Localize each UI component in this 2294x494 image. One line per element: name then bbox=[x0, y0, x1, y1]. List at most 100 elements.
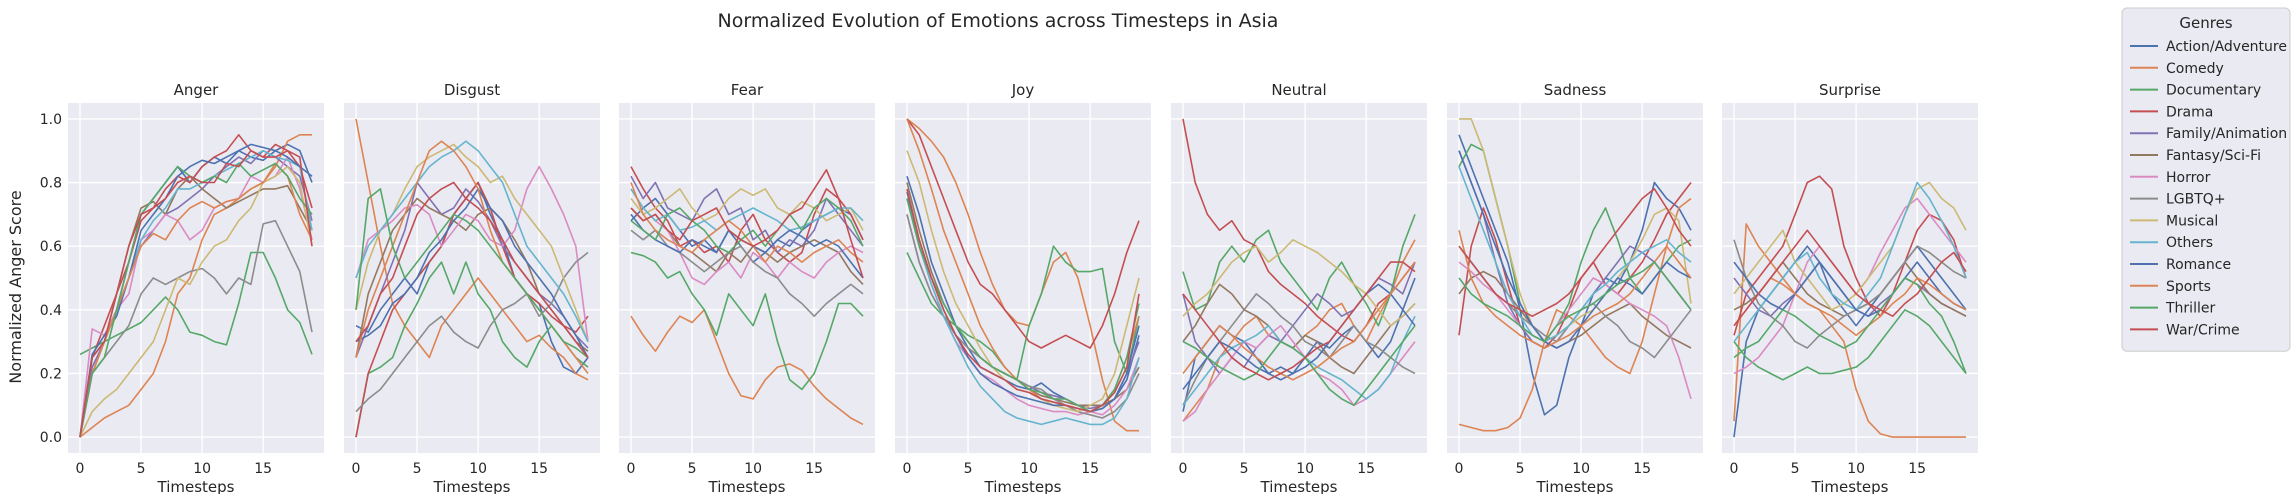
x-tick-label: 5 bbox=[964, 461, 973, 477]
x-tick-label: 15 bbox=[530, 461, 548, 477]
series-line-thriller bbox=[355, 188, 589, 359]
series-line-romance bbox=[79, 143, 313, 438]
series-line-thriller bbox=[1182, 325, 1416, 407]
x-tick-label: 15 bbox=[1633, 461, 1651, 477]
x-tick-label: 0 bbox=[627, 461, 636, 477]
x-tick-label: 10 bbox=[469, 461, 487, 477]
series-line-comedy bbox=[906, 118, 1139, 432]
series-line-family-animation bbox=[630, 175, 864, 254]
subplot-joy: 0 5 10 15 Joy Timesteps bbox=[895, 81, 1151, 494]
subplot-anger: 0 5 10 15 0.0 0.2 0.4 0.6 0.8 1.0 Anger Timesteps bbox=[40, 81, 324, 494]
x-tick-label: 10 bbox=[1572, 461, 1590, 477]
subplot-title: Anger bbox=[174, 81, 220, 99]
series-line-drama bbox=[1733, 175, 1967, 336]
series-line-war-crime bbox=[906, 188, 1140, 413]
legend-entry-label: Musical bbox=[2166, 213, 2218, 229]
x-tick-label: 0 bbox=[1730, 461, 1739, 477]
plot-area bbox=[1171, 103, 1427, 453]
series-line-romance bbox=[1182, 283, 1416, 390]
series-line-musical bbox=[79, 165, 313, 438]
series-line-fantasy-sci-fi bbox=[1458, 270, 1692, 349]
legend-entry-label: Horror bbox=[2166, 170, 2211, 186]
series-line-documentary bbox=[630, 251, 864, 391]
series-line-horror bbox=[355, 165, 589, 342]
series-line-war-crime bbox=[1182, 261, 1416, 381]
plot-area bbox=[1447, 103, 1703, 453]
x-tick-label: 10 bbox=[1020, 461, 1038, 477]
x-tick-label: 15 bbox=[1357, 461, 1375, 477]
series-line-family-animation bbox=[355, 181, 589, 358]
series-line-drama bbox=[1458, 182, 1692, 349]
x-tick-label: 10 bbox=[1296, 461, 1314, 477]
x-axis-label: Timesteps bbox=[433, 478, 511, 494]
series-line-romance bbox=[355, 188, 589, 358]
series-line-musical bbox=[1182, 239, 1416, 327]
plot-area bbox=[1722, 103, 1978, 453]
x-tick-label: 5 bbox=[413, 461, 422, 477]
plot-area bbox=[619, 103, 875, 453]
series-line-documentary bbox=[906, 245, 1140, 381]
subplot-sadness: 0 5 10 15 Sadness Timesteps bbox=[1447, 81, 1703, 494]
series-line-documentary bbox=[355, 261, 589, 438]
legend: Genres Action/Adventure Comedy Documentary D… bbox=[2121, 7, 2291, 352]
x-tick-label: 0 bbox=[352, 461, 361, 477]
y-tick-label: 0.6 bbox=[40, 239, 62, 255]
x-axis-label: Timesteps bbox=[1260, 478, 1338, 494]
subplot-title: Sadness bbox=[1544, 81, 1607, 99]
series-line-war-crime bbox=[630, 169, 864, 279]
series-line-thriller bbox=[1458, 261, 1692, 343]
legend-entry-label: Drama bbox=[2166, 104, 2213, 120]
x-tick-label: 0 bbox=[1179, 461, 1188, 477]
series-line-war-crime bbox=[1458, 188, 1692, 318]
legend-entry-label: Family/Animation bbox=[2166, 126, 2287, 142]
legend-entry-label: Action/Adventure bbox=[2166, 39, 2287, 55]
x-tick-label: 15 bbox=[254, 461, 272, 477]
subplot-title: Surprise bbox=[1819, 81, 1881, 99]
x-axis-label: Timesteps bbox=[1536, 478, 1614, 494]
subplot-fear: 0 5 10 15 Fear Timesteps bbox=[619, 81, 875, 494]
x-tick-label: 5 bbox=[1516, 461, 1525, 477]
series-line-others bbox=[906, 198, 1140, 426]
series-line-war-crime bbox=[79, 149, 313, 438]
series-line-musical bbox=[630, 188, 864, 231]
series-line-sports bbox=[630, 182, 864, 263]
x-tick-label: 10 bbox=[193, 461, 211, 477]
series-line-documentary bbox=[1733, 308, 1967, 381]
legend-entry-label: Others bbox=[2166, 235, 2213, 251]
series-line-sports bbox=[1182, 261, 1416, 381]
series-line-others bbox=[1733, 181, 1967, 343]
x-axis-label: Timesteps bbox=[708, 478, 786, 494]
x-tick-label: 15 bbox=[1908, 461, 1926, 477]
subplot-title: Disgust bbox=[444, 81, 500, 99]
series-line-others bbox=[1458, 166, 1692, 343]
series-line-drama bbox=[355, 181, 589, 438]
y-tick-label: 0.2 bbox=[40, 366, 62, 382]
x-tick-label: 5 bbox=[1791, 461, 1800, 477]
legend-title: Genres bbox=[2179, 14, 2232, 32]
legend-entry-label: LGBTQ+ bbox=[2166, 192, 2226, 208]
legend-entry-label: Documentary bbox=[2166, 83, 2261, 99]
legend-entry-label: Sports bbox=[2166, 279, 2211, 295]
series-line-comedy bbox=[1733, 223, 1966, 438]
x-tick-label: 15 bbox=[805, 461, 823, 477]
series-line-romance bbox=[1458, 150, 1692, 349]
series-line-horror bbox=[1458, 261, 1692, 400]
y-tick-label: 0.8 bbox=[40, 176, 62, 192]
legend-entry-label: Thriller bbox=[2165, 301, 2215, 317]
series-line-others bbox=[355, 140, 589, 342]
x-tick-label: 0 bbox=[76, 461, 85, 477]
x-tick-label: 5 bbox=[1240, 461, 1249, 477]
x-tick-label: 0 bbox=[1455, 461, 1464, 477]
legend-entry-label: Romance bbox=[2166, 257, 2231, 273]
x-axis-label: Timesteps bbox=[157, 478, 235, 494]
subplot-disgust: 0 5 10 15 Disgust Timesteps bbox=[344, 81, 600, 494]
series-line-comedy bbox=[630, 308, 864, 426]
series-line-musical bbox=[355, 143, 589, 342]
series-line-lgbtq- bbox=[79, 219, 313, 438]
legend-entry-label: Fantasy/Sci-Fi bbox=[2166, 148, 2261, 164]
series-line-drama bbox=[906, 118, 1140, 349]
legend-box bbox=[2121, 7, 2291, 352]
x-tick-label: 15 bbox=[1081, 461, 1099, 477]
series-line-documentary bbox=[79, 251, 313, 356]
